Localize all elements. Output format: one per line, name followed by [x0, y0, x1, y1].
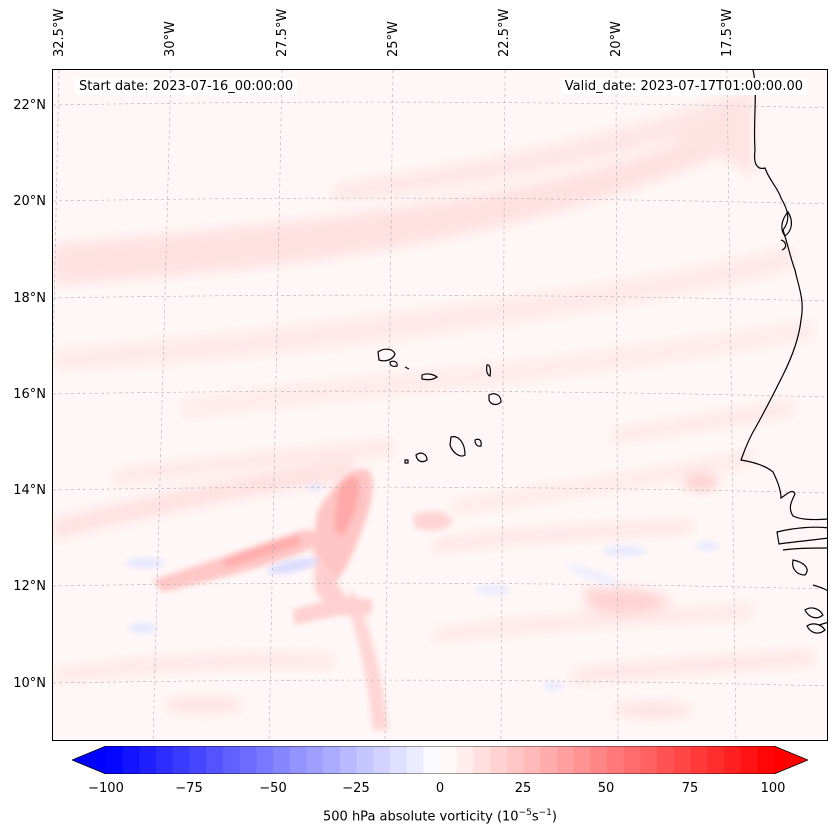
colorbar-bin [423, 746, 441, 774]
colorbar-tick-25: 25 [514, 781, 532, 796]
colorbar-bin [506, 746, 524, 774]
lat-label-22n: 22°N [13, 98, 46, 113]
colorbar-bin [757, 746, 775, 774]
colorbar-extend-low [72, 746, 106, 774]
colorbar-bin [406, 746, 424, 774]
colorbar-bin [707, 746, 725, 774]
colorbar-tick-0: 0 [435, 781, 445, 796]
colorbar-tick-75: 75 [681, 781, 699, 796]
colorbar-bin [356, 746, 374, 774]
lon-label-30w: 30°W [163, 21, 178, 57]
lon-label-17-5w: 17.5°W [720, 8, 735, 57]
colorbar-bin [523, 746, 541, 774]
colorbar-bin [273, 746, 291, 774]
colorbar-bin [206, 746, 224, 774]
colorbar-bin [740, 746, 758, 774]
colorbar-bin [473, 746, 491, 774]
vorticity-bands-south [53, 474, 813, 718]
vorticity-maximum [153, 469, 453, 730]
colorbar-units-prefix: (10 [496, 809, 519, 825]
colorbar-bin [323, 746, 341, 774]
colorbar-variable: 500 hPa absolute vorticity [323, 809, 493, 825]
colorbar-bin [640, 746, 658, 774]
colorbar-bin [222, 746, 241, 774]
colorbar-bin [573, 746, 591, 774]
colorbar-units-exp1: −5 [518, 808, 532, 818]
colorbar-extend-high [774, 746, 808, 774]
vorticity-bands-mid [53, 400, 793, 552]
colorbar-bin [122, 746, 140, 774]
colorbar-bin [373, 746, 391, 774]
colorbar-bin [440, 746, 458, 774]
west-africa-coastline [740, 70, 827, 634]
colorbar-bin [623, 746, 641, 774]
colorbar-bin [389, 746, 408, 774]
colorbar-bin [139, 746, 157, 774]
start-date-label: Start date: 2023-07-16_00:00:00 [75, 78, 298, 95]
lon-label-22-5w: 22.5°W [497, 8, 512, 57]
colorbar-tick-neg50: −50 [259, 781, 287, 796]
colorbar-bin [456, 746, 474, 774]
colorbar-bin [590, 746, 608, 774]
colorbar-bin [723, 746, 742, 774]
colorbar-tick-100: 100 [760, 781, 786, 796]
colorbar-bin [657, 746, 675, 774]
colorbar-units-exp2: −1 [538, 808, 552, 818]
colorbar-bin [106, 746, 124, 774]
graticule [53, 70, 827, 740]
cape-verde-islands [377, 348, 502, 464]
colorbar-bin [189, 746, 207, 774]
colorbar-tick-neg75: −75 [175, 781, 203, 796]
lon-label-25w: 25°W [386, 21, 401, 57]
colorbar-units-mid: s [531, 809, 539, 825]
colorbar-bin [690, 746, 708, 774]
colorbar-bin [540, 746, 558, 774]
colorbar-tick-neg25: −25 [342, 781, 370, 796]
colorbar-bin [556, 746, 575, 774]
vorticity-field [53, 70, 827, 740]
colorbar-bin [673, 746, 691, 774]
colorbar-label: 500 hPa absolute vorticity (10−5s−1) [0, 808, 837, 824]
colorbar [72, 746, 808, 774]
colorbar-bin [289, 746, 307, 774]
colorbar-tick-neg100: −100 [88, 781, 124, 796]
lat-label-12n: 12°N [13, 579, 46, 594]
lon-label-27-5w: 27.5°W [275, 8, 290, 57]
valid-date-label: Valid_date: 2023-07-17T01:00:00.00 [560, 78, 807, 95]
lon-label-20w: 20°W [609, 21, 624, 57]
colorbar-bin [256, 746, 274, 774]
colorbar-bin [306, 746, 324, 774]
lat-label-18n: 18°N [13, 291, 46, 306]
map-panel[interactable]: Start date: 2023-07-16_00:00:00 Valid_da… [52, 69, 828, 741]
vorticity-bands-north [53, 90, 813, 418]
lat-label-14n: 14°N [13, 483, 46, 498]
lat-label-10n: 10°N [13, 676, 46, 691]
lat-label-20n: 20°N [13, 194, 46, 209]
colorbar-tick-50: 50 [597, 781, 615, 796]
lon-label-32-5w: 32.5°W [52, 8, 67, 57]
colorbar-bin [239, 746, 257, 774]
lat-label-16n: 16°N [13, 387, 46, 402]
colorbar-bin [490, 746, 508, 774]
colorbar-bin [156, 746, 174, 774]
colorbar-units-suffix: ) [551, 809, 557, 825]
colorbar-bin [172, 746, 190, 774]
colorbar-bin [607, 746, 625, 774]
colorbar-bin [339, 746, 357, 774]
